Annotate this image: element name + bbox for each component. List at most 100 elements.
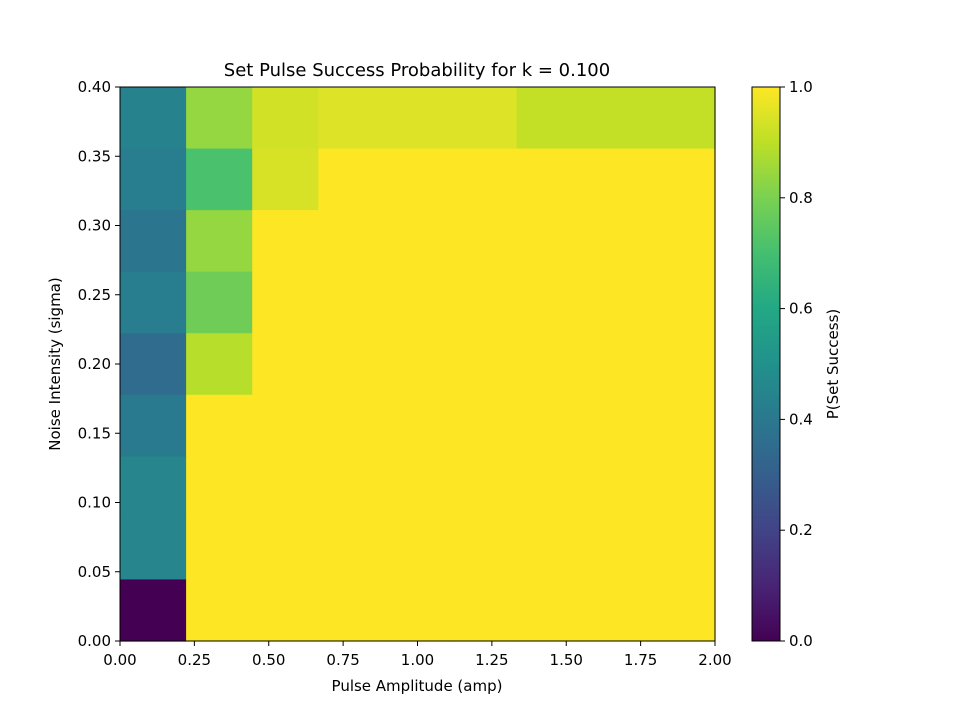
heatmap-cell: [582, 517, 650, 581]
heatmap-cell: [318, 87, 386, 150]
y-tick-label: 0.15: [78, 424, 111, 442]
heatmap-cell: [516, 210, 584, 273]
x-tick-label: 1.75: [624, 651, 657, 669]
heatmap-cell: [582, 148, 650, 211]
heatmap-cell: [120, 394, 187, 457]
heatmap-cell: [648, 333, 716, 396]
heatmap-cell: [318, 148, 386, 211]
colorbar-label: P(Set Success): [824, 309, 842, 420]
x-tick-label: 0.25: [178, 651, 211, 669]
heatmap-cell: [120, 579, 187, 642]
heatmap-cell: [516, 579, 584, 642]
heatmap-cell: [582, 210, 650, 273]
heatmap-cell: [120, 87, 187, 150]
heatmap-cell: [648, 271, 716, 334]
heatmap-cell: [582, 333, 650, 396]
heatmap-cell: [186, 271, 253, 334]
heatmap-cell: [648, 148, 716, 211]
heatmap-cell: [120, 210, 187, 273]
heatmap-cell: [384, 333, 452, 396]
heatmap-cell: [450, 271, 518, 334]
chart-title: Set Pulse Success Probability for k = 0.…: [224, 60, 610, 81]
heatmap-cell: [582, 271, 650, 334]
x-axis-ticks: 0.00 0.25 0.50 0.75 1.00 1.25 1.50 1.75 2.00: [103, 641, 732, 669]
colorbar-tick-label: 0.4: [789, 410, 813, 428]
heatmap-cell: [318, 271, 386, 334]
heatmap-cell: [186, 517, 253, 581]
heatmap-cell: [516, 271, 584, 334]
heatmap-cell: [318, 579, 386, 642]
y-tick-label: 0.20: [78, 355, 111, 373]
heatmap-cells: [120, 87, 716, 642]
heatmap-cell: [252, 579, 319, 642]
heatmap-cell: [318, 210, 386, 273]
heatmap-cell: [186, 210, 253, 273]
y-tick-label: 0.40: [78, 78, 111, 96]
heatmap-cell: [582, 394, 650, 457]
heatmap-cell: [318, 333, 386, 396]
heatmap-cell: [318, 456, 386, 519]
y-tick-label: 0.30: [78, 217, 111, 235]
heatmap-cell: [384, 394, 452, 457]
heatmap-cell: [252, 210, 319, 273]
y-axis-label: Noise Intensity (sigma): [46, 277, 64, 450]
heatmap-cell: [450, 333, 518, 396]
x-tick-label: 0.50: [252, 651, 285, 669]
heatmap-cell: [186, 87, 253, 150]
heatmap-cell: [582, 579, 650, 642]
heatmap-cell: [252, 148, 319, 211]
heatmap-cell: [120, 148, 187, 211]
y-tick-label: 0.10: [78, 494, 111, 512]
heatmap-cell: [450, 517, 518, 581]
x-tick-label: 0.00: [103, 651, 136, 669]
colorbar-tick-label: 0.6: [789, 300, 813, 318]
y-tick-label: 0.00: [78, 632, 111, 650]
y-tick-label: 0.25: [78, 286, 111, 304]
heatmap-cell: [318, 394, 386, 457]
heatmap-cell: [252, 87, 319, 150]
heatmap-cell: [384, 579, 452, 642]
heatmap-cell: [186, 579, 253, 642]
colorbar-tick-label: 0.2: [789, 521, 813, 539]
heatmap-cell: [648, 394, 716, 457]
heatmap-cell: [516, 394, 584, 457]
heatmap-cell: [120, 271, 187, 334]
heatmap-cell: [384, 148, 452, 211]
heatmap-cell: [384, 517, 452, 581]
y-tick-label: 0.35: [78, 147, 111, 165]
heatmap-cell: [516, 456, 584, 519]
heatmap-cell: [252, 456, 319, 519]
heatmap-cell: [450, 394, 518, 457]
heatmap-cell: [648, 456, 716, 519]
heatmap-cell: [516, 517, 584, 581]
colorbar-ticks: 0.0 0.2 0.4 0.6 0.8 1.0: [780, 78, 813, 650]
colorbar-tick-label: 1.0: [789, 78, 813, 96]
heatmap-cell: [582, 456, 650, 519]
heatmap-cell: [450, 87, 518, 150]
y-axis-ticks: 0.00 0.05 0.10 0.15 0.20 0.25 0.30 0.35 0.40: [78, 78, 120, 650]
heatmap-cell: [516, 333, 584, 396]
heatmap-cell: [186, 333, 253, 396]
heatmap-cell: [120, 456, 187, 519]
heatmap-cell: [450, 148, 518, 211]
heatmap-cell: [186, 456, 253, 519]
heatmap-cell: [186, 394, 253, 457]
heatmap-cell: [648, 87, 716, 150]
heatmap-cell: [648, 517, 716, 581]
heatmap-cell: [318, 517, 386, 581]
x-tick-label: 1.00: [401, 651, 434, 669]
colorbar-tick-label: 0.8: [789, 189, 813, 207]
heatmap-cell: [450, 210, 518, 273]
heatmap-cell: [516, 148, 584, 211]
heatmap-cell: [384, 87, 452, 150]
x-tick-label: 1.25: [475, 651, 508, 669]
heatmap-cell: [450, 456, 518, 519]
x-tick-label: 0.75: [326, 651, 359, 669]
heatmap-cell: [384, 210, 452, 273]
x-axis-label: Pulse Amplitude (amp): [332, 677, 503, 695]
heatmap-cell: [582, 87, 650, 150]
heatmap-cell: [252, 271, 319, 334]
heatmap-cell: [252, 517, 319, 581]
heatmap-cell: [384, 271, 452, 334]
colorbar-tick-label: 0.0: [789, 632, 813, 650]
